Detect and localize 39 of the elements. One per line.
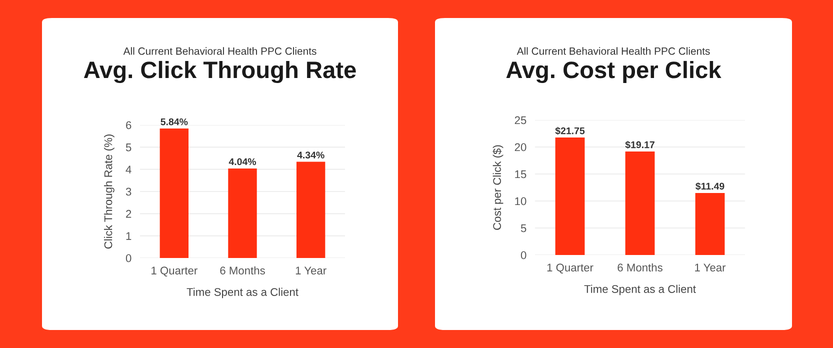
x-tick-label: 6 Months: [618, 263, 662, 272]
y-tick-label: 1: [126, 232, 132, 240]
chart-title: Avg. Cost per Click: [506, 60, 722, 84]
data-label: $19.17: [625, 140, 654, 149]
y-axis-title: Cost per Click ($): [492, 145, 504, 230]
data-label: 5.84%: [160, 118, 188, 126]
data-label: $11.49: [696, 182, 724, 190]
x-tick-label: 1 Year: [296, 266, 326, 274]
y-tick-label: 3: [126, 188, 132, 196]
y-tick-label: 5: [520, 224, 526, 232]
bar: [228, 168, 257, 258]
data-label: 4.34%: [297, 152, 324, 158]
y-tick-label: 0: [126, 254, 132, 262]
y-tick-label: 6: [126, 121, 132, 130]
bar: [160, 128, 189, 258]
bar: [695, 192, 725, 255]
bar: [555, 138, 585, 255]
x-tick-label: 6 Months: [220, 266, 265, 274]
y-tick-label: 15: [515, 170, 526, 178]
x-axis-title: Time Spent as a Client: [584, 284, 696, 296]
y-tick-label: 20: [514, 143, 526, 152]
data-label: $21.75: [555, 126, 585, 135]
y-tick-label: 4: [126, 166, 132, 174]
y-tick-label: 5: [126, 144, 132, 152]
data-label: 4.04%: [228, 158, 256, 166]
y-axis-title: Click Through Rate (%): [104, 134, 114, 249]
y-tick-label: 10: [515, 197, 526, 206]
y-tick-label: 2: [126, 210, 132, 218]
bar: [296, 162, 326, 258]
chart-title: Avg. Click Through Rate: [84, 60, 356, 84]
x-tick-label: 1 Year: [695, 264, 726, 272]
x-tick-label: 1 Quarter: [547, 264, 594, 274]
y-tick-label: 25: [514, 116, 526, 124]
chart-subtitle: All Current Behavioral Health PPC Clients: [123, 47, 316, 55]
x-tick-label: 1 Quarter: [152, 266, 198, 276]
y-tick-label: 0: [520, 251, 526, 260]
bar: [625, 151, 655, 255]
x-axis-title: Time Spent as a Client: [186, 288, 298, 298]
chart-subtitle: All Current Behavioral Health PPC Clients: [516, 47, 710, 55]
